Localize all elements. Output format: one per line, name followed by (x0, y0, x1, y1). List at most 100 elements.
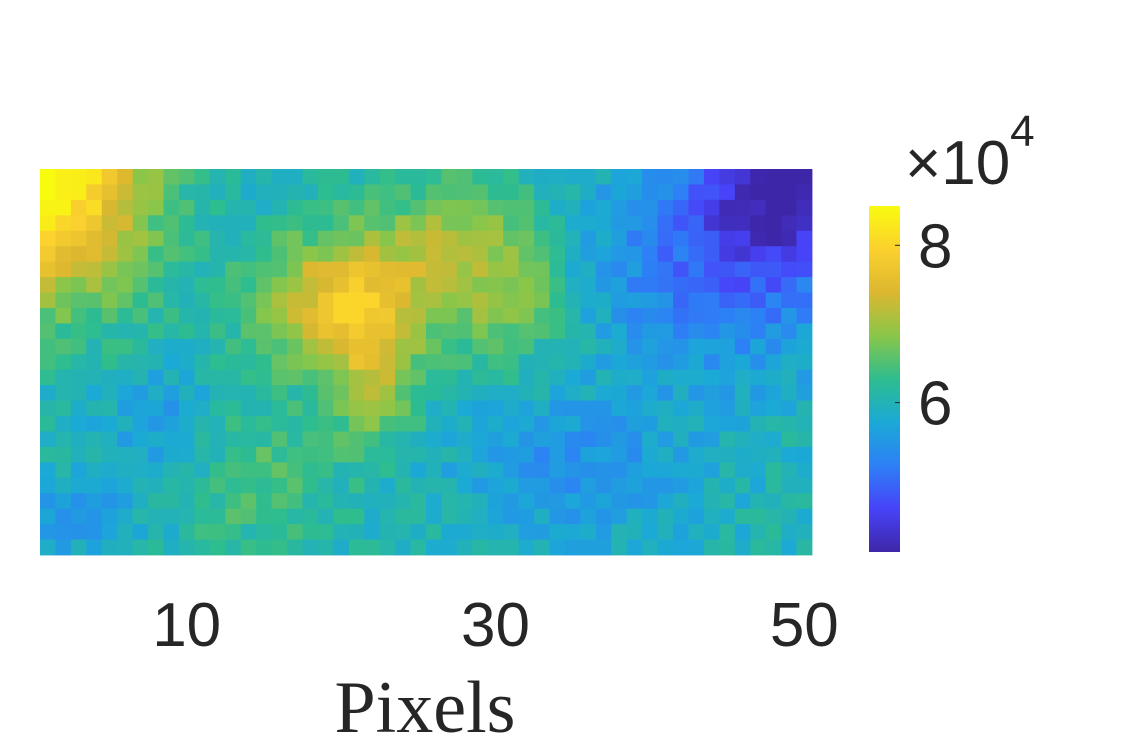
heatmap-cell (626, 338, 643, 355)
heatmap-cell (302, 416, 319, 432)
heatmap-cell (256, 416, 272, 432)
heatmap-cell (194, 539, 211, 556)
heatmap-cell (611, 307, 628, 324)
heatmap-cell (302, 369, 319, 386)
heatmap-cell (426, 246, 442, 263)
heatmap-cell (472, 508, 489, 525)
heatmap-cell (426, 184, 442, 201)
heatmap-cell (240, 354, 257, 371)
heatmap-cell (117, 524, 134, 540)
heatmap-cell (287, 416, 303, 432)
heatmap-cell (595, 446, 612, 463)
heatmap-cell (55, 169, 72, 185)
heatmap-cell (781, 400, 797, 417)
heatmap-cell (178, 416, 195, 432)
heatmap-cell (178, 369, 195, 386)
heatmap-cell (101, 323, 118, 340)
heatmap-cell (456, 230, 473, 247)
heatmap-cell (148, 400, 164, 417)
heatmap-cell (364, 462, 381, 479)
heatmap-cell (117, 323, 134, 340)
heatmap-cell (256, 215, 272, 232)
heatmap-cell (719, 292, 736, 309)
heatmap-cell (487, 169, 504, 185)
heatmap-cell (657, 261, 674, 278)
heatmap-cell (410, 246, 427, 263)
heatmap-cell (642, 493, 658, 510)
heatmap-cell (750, 292, 767, 309)
heatmap-cell (117, 493, 134, 510)
heatmap-cell (225, 199, 242, 216)
heatmap-cell (70, 477, 87, 494)
heatmap-cell (750, 338, 767, 355)
heatmap-cell (333, 292, 350, 309)
heatmap-cell (302, 323, 319, 340)
heatmap-cell (364, 338, 381, 355)
heatmap-cell (781, 462, 797, 479)
heatmap-cell (673, 354, 689, 371)
heatmap-cell (734, 477, 751, 494)
heatmap-cell (302, 508, 319, 525)
heatmap-cell (549, 400, 566, 417)
heatmap-cell (595, 508, 612, 525)
heatmap-cell (426, 477, 442, 494)
heatmap-cell (117, 199, 134, 216)
heatmap-cell (410, 261, 427, 278)
heatmap-cell (796, 246, 813, 263)
heatmap-cell (333, 493, 350, 510)
heatmap-cell (642, 539, 658, 556)
heatmap-cell (364, 354, 381, 371)
heatmap-cell (765, 230, 782, 247)
heatmap-cell (564, 508, 581, 525)
heatmap-cell (765, 400, 782, 417)
heatmap-cell (317, 416, 334, 432)
heatmap-cell (518, 493, 535, 510)
heatmap-cell (734, 400, 751, 417)
heatmap-cell (657, 477, 674, 494)
heatmap-cell (194, 261, 211, 278)
heatmap-cell (240, 277, 257, 293)
heatmap-cell (426, 354, 442, 371)
heatmap-cell (703, 307, 720, 324)
heatmap-cell (70, 539, 87, 556)
heatmap-cell (456, 323, 473, 340)
heatmap-cell (194, 307, 211, 324)
heatmap-cell (240, 338, 257, 355)
heatmap-cell (364, 292, 381, 309)
heatmap-cell (503, 416, 520, 432)
heatmap-cell (194, 323, 211, 340)
heatmap-cell (40, 477, 56, 494)
heatmap-cell (178, 184, 195, 201)
heatmap-cell (611, 323, 628, 340)
heatmap-cell (626, 431, 643, 448)
heatmap-cell (194, 338, 211, 355)
heatmap-cell (379, 385, 396, 401)
heatmap-cell (101, 184, 118, 201)
heatmap-cell (765, 292, 782, 309)
heatmap-cell (734, 261, 751, 278)
heatmap-cell (148, 446, 164, 463)
heatmap-cell (117, 292, 134, 309)
heatmap-cell (132, 246, 149, 263)
heatmap-cell (364, 431, 381, 448)
heatmap-cell (611, 292, 628, 309)
heatmap-cell (518, 477, 535, 494)
heatmap-cell (441, 277, 458, 293)
heatmap-cell (395, 462, 411, 479)
heatmap-cell (549, 508, 566, 525)
heatmap-cell (148, 292, 164, 309)
heatmap-cell (209, 416, 226, 432)
heatmap-cell (734, 215, 751, 232)
heatmap-cell (703, 400, 720, 417)
heatmap-cell (750, 431, 767, 448)
heatmap-cell (379, 199, 396, 216)
heatmap-cell (333, 416, 350, 432)
heatmap-cell (395, 400, 411, 417)
heatmap-cell (734, 369, 751, 386)
heatmap-cell (564, 230, 581, 247)
heatmap-cell (611, 477, 628, 494)
heatmap-cell (240, 292, 257, 309)
heatmap-cell (611, 338, 628, 355)
heatmap-cell (348, 369, 365, 386)
heatmap-cell (148, 277, 164, 293)
